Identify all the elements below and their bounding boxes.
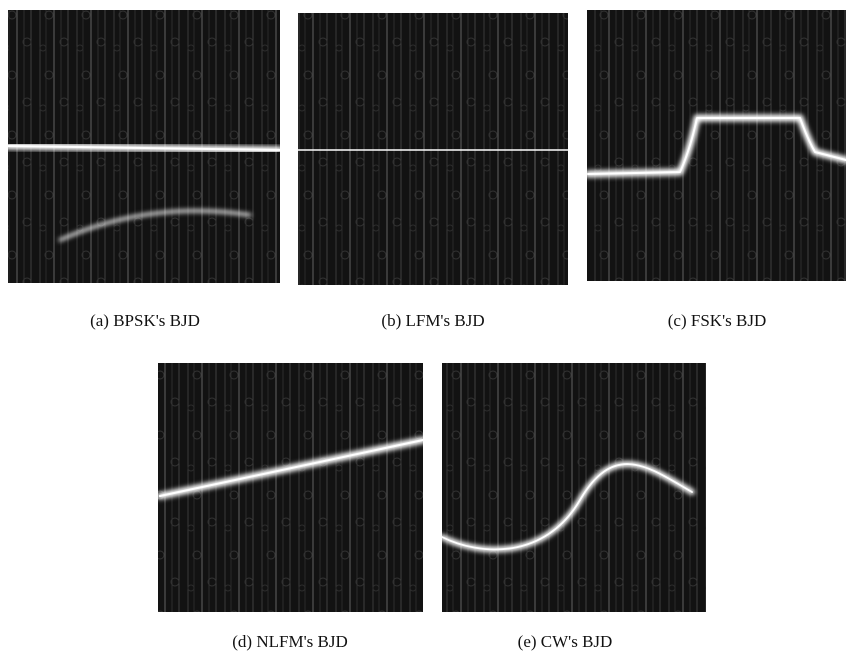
trace [159,439,424,497]
caption: (e) CW's BJD [518,632,613,651]
panel-d: (d) NLFM's BJD [156,363,427,651]
caption: (b) LFM's BJD [381,311,484,330]
panel-c: (c) FSK's BJD [584,10,850,330]
panel-a: (a) BPSK's BJD [4,10,284,330]
panel-e: (e) CW's BJD [439,363,706,651]
caption: (d) NLFM's BJD [232,632,347,651]
image [442,363,706,612]
caption: (a) BPSK's BJD [90,311,200,330]
trace [587,117,847,175]
panel-b: (b) LFM's BJD [295,13,571,330]
caption: (c) FSK's BJD [668,311,766,330]
trace [441,463,693,551]
trace [7,145,281,151]
faint-trace [58,209,252,242]
image [587,10,846,281]
